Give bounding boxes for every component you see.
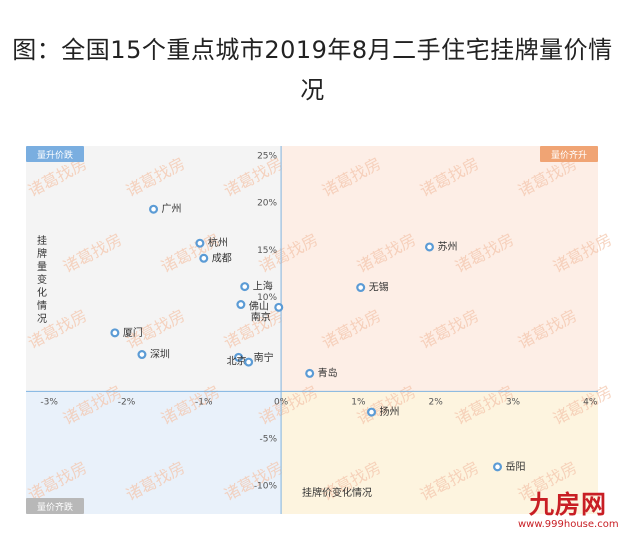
data-point-marker (149, 204, 159, 214)
data-point-marker (137, 350, 147, 360)
data-point-label: 上海 (253, 280, 273, 293)
quadrant-q4-background (281, 391, 598, 514)
x-tick-label: 4% (583, 397, 598, 407)
data-point: 深圳 (137, 349, 170, 361)
data-point: 扬州 (367, 405, 400, 418)
data-point-marker (199, 253, 209, 263)
data-point: 南宁 (244, 351, 274, 367)
data-point-label: 成都 (212, 252, 232, 264)
data-point-label: 杭州 (208, 236, 228, 249)
y-tick-label: -5% (260, 435, 278, 445)
y-tick-label: 15% (257, 246, 277, 256)
chart-title-line-1: 图：全国15个重点城市2019年8月二手住宅挂牌量价情 (12, 36, 613, 64)
data-point: 北京 (227, 352, 247, 367)
data-point-marker (195, 238, 205, 248)
x-tick-label: 2% (429, 397, 444, 407)
data-point-marker (356, 283, 366, 293)
quadrant-badge-q1: 量价齐升 (540, 146, 598, 162)
y-axis-label: 挂牌量变化情况 (37, 234, 47, 325)
brand-logo-url: www.999house.com (518, 519, 619, 530)
data-point-marker (274, 302, 284, 312)
x-tick-label: -3% (40, 397, 58, 407)
x-tick-label: 1% (351, 397, 366, 407)
data-point-label: 佛山 (249, 300, 269, 313)
data-point-label: 厦门 (123, 326, 143, 339)
data-point-label: 深圳 (150, 349, 170, 361)
data-point: 佛山 (236, 300, 269, 313)
chart-title-line-2: 况 (300, 76, 325, 104)
data-point-marker (424, 242, 434, 252)
data-point-label: 北京 (227, 354, 247, 367)
data-point-label: 岳阳 (506, 461, 526, 473)
data-point-marker (305, 368, 315, 378)
quadrant-q3-background (26, 391, 282, 514)
data-point-label: 扬州 (380, 405, 400, 418)
y-tick-label: 10% (257, 293, 277, 303)
x-tick-label: 0% (274, 397, 289, 407)
data-point-marker (240, 282, 250, 292)
x-tick-label: 3% (506, 397, 521, 407)
quadrant-badge-q2-text: 量升价跌 (37, 150, 73, 161)
data-point-label: 南宁 (254, 351, 274, 364)
x-tick-label: -1% (195, 397, 213, 407)
x-axis-label: 挂牌价变化情况 (302, 486, 372, 499)
data-point: 青岛 (305, 366, 338, 379)
quadrant-badge-q1-background (540, 146, 598, 162)
data-point-marker (234, 352, 244, 362)
chart-title: 图：全国15个重点城市2019年8月二手住宅挂牌量价情 况 (0, 30, 625, 110)
y-tick-label: 25% (257, 151, 277, 161)
quadrant-badge-q2: 量升价跌 (26, 146, 84, 162)
data-point: 南京 (251, 302, 284, 323)
quadrant-badge-q3: 量价齐跌 (26, 498, 84, 514)
quadrant-badge-q3-text: 量价齐跌 (37, 501, 73, 513)
quadrant-badge-q3-background (26, 498, 84, 514)
data-point-marker (244, 357, 254, 367)
data-point-marker (110, 328, 120, 338)
quadrant-q2-background (26, 146, 282, 392)
data-point: 杭州 (195, 236, 228, 249)
data-point-marker (493, 462, 503, 472)
brand-logo-name: 九房网 (528, 490, 607, 519)
data-point-label: 苏州 (437, 240, 457, 253)
data-point-marker (236, 300, 246, 310)
data-point: 成都 (199, 252, 232, 264)
data-point: 苏州 (424, 240, 457, 253)
y-tick-label: 20% (257, 199, 277, 209)
quadrant-q1-background (281, 146, 598, 392)
data-point-label: 广州 (162, 203, 182, 215)
data-point: 厦门 (110, 326, 143, 339)
data-point-label: 青岛 (318, 366, 338, 379)
data-point-label: 无锡 (369, 281, 389, 294)
data-point: 无锡 (356, 281, 389, 294)
quadrant-badge-q2-background (26, 146, 84, 162)
data-point-label: 南京 (251, 310, 271, 323)
data-point: 上海 (240, 280, 273, 293)
data-point: 岳阳 (493, 461, 526, 473)
x-tick-label: -2% (118, 397, 136, 407)
tick-labels: -3% -2% -1% 0% 1% 2% 3% 4% 25% 20% 15% 10% -5% -10% (40, 151, 597, 491)
data-point-marker (367, 407, 377, 417)
data-point: 广州 (149, 203, 182, 215)
brand-logo: 九房网 www.999house.com (518, 490, 619, 531)
quadrant-badge-q1-text: 量价齐升 (551, 149, 587, 161)
y-tick-label: -10% (254, 482, 278, 492)
